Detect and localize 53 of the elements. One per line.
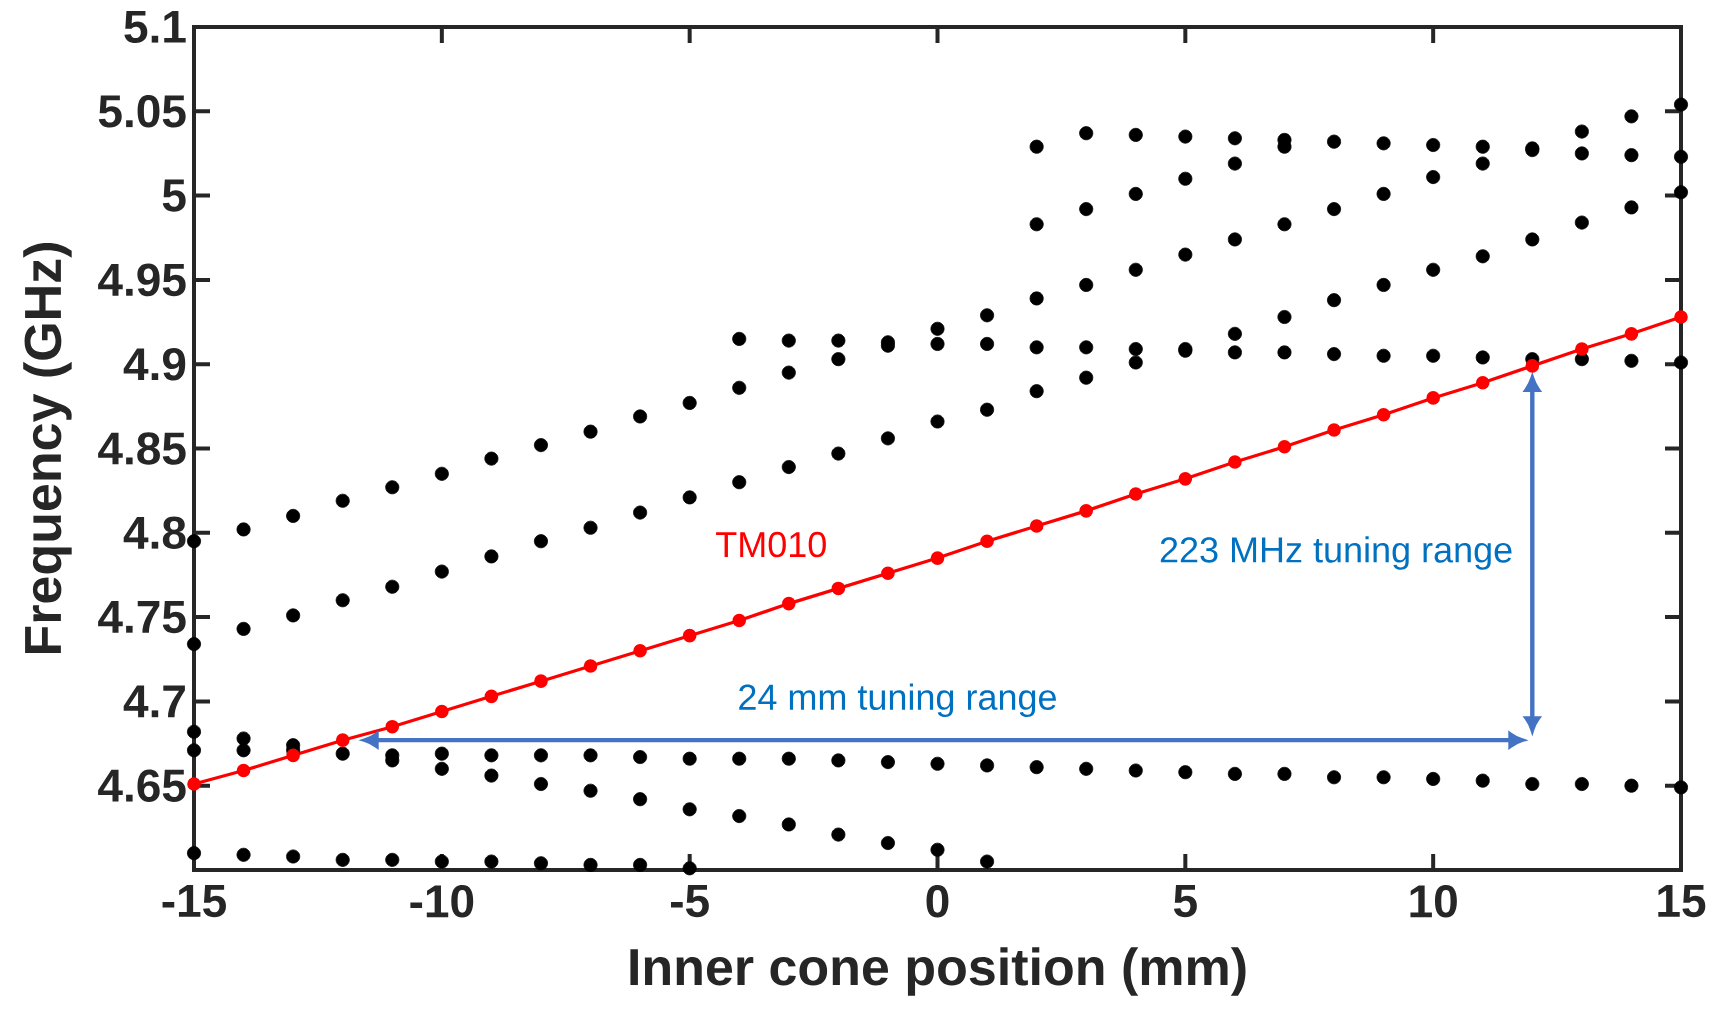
y-tick-label: 4.9 bbox=[123, 347, 186, 381]
point bbox=[385, 719, 400, 734]
point bbox=[682, 628, 697, 643]
point bbox=[187, 777, 201, 791]
point bbox=[286, 748, 300, 763]
y-tick-label: 4.8 bbox=[123, 516, 186, 550]
point bbox=[1327, 423, 1341, 437]
x-tick-label: -10 bbox=[410, 885, 474, 918]
x-tick-label: -15 bbox=[162, 885, 226, 918]
y-tick-label: 5.05 bbox=[98, 95, 186, 128]
point bbox=[1426, 391, 1440, 405]
point bbox=[1674, 310, 1688, 324]
y-tick-label: 4.95 bbox=[98, 263, 186, 297]
point bbox=[980, 534, 994, 549]
x-axis-title: Inner cone position (mm) bbox=[630, 947, 1246, 996]
point bbox=[1575, 342, 1589, 356]
x-tick-label: 5 bbox=[1173, 885, 1197, 918]
y-tick-label: 5.1 bbox=[124, 10, 186, 44]
y-tick-label: 4.85 bbox=[98, 432, 186, 465]
point bbox=[1029, 519, 1044, 533]
x-tick-label: -5 bbox=[671, 885, 709, 918]
y-axis-title: Frequency (GHz) bbox=[23, 243, 72, 654]
point bbox=[930, 551, 945, 565]
y-tick-label: 5 bbox=[162, 179, 186, 212]
point bbox=[782, 596, 796, 611]
x-tick-label: 10 bbox=[1410, 885, 1457, 918]
point bbox=[583, 659, 598, 673]
point bbox=[881, 566, 895, 581]
point bbox=[236, 763, 251, 778]
y-tick-label: 4.65 bbox=[98, 769, 186, 802]
point bbox=[534, 674, 548, 688]
point bbox=[1475, 375, 1490, 390]
point bbox=[1079, 504, 1094, 518]
point bbox=[633, 644, 647, 658]
point bbox=[1178, 472, 1193, 486]
point bbox=[484, 689, 499, 704]
series-label: TM010 bbox=[716, 531, 826, 558]
point bbox=[1128, 487, 1143, 501]
point bbox=[1228, 455, 1242, 469]
point bbox=[732, 613, 747, 628]
y-tick-label: 4.7 bbox=[123, 685, 185, 718]
point bbox=[831, 581, 846, 596]
annotation: 24 mm tuning range bbox=[739, 683, 1056, 718]
point bbox=[1277, 440, 1292, 454]
point bbox=[1376, 407, 1391, 422]
point bbox=[335, 733, 350, 747]
annotation: 223 MHz tuning range bbox=[1160, 536, 1512, 570]
point bbox=[435, 704, 449, 719]
x-tick-label: 0 bbox=[926, 885, 949, 918]
point bbox=[1624, 327, 1639, 341]
x-tick-label: 15 bbox=[1658, 885, 1706, 918]
point bbox=[1525, 359, 1540, 373]
y-tick-label: 4.75 bbox=[98, 601, 186, 634]
